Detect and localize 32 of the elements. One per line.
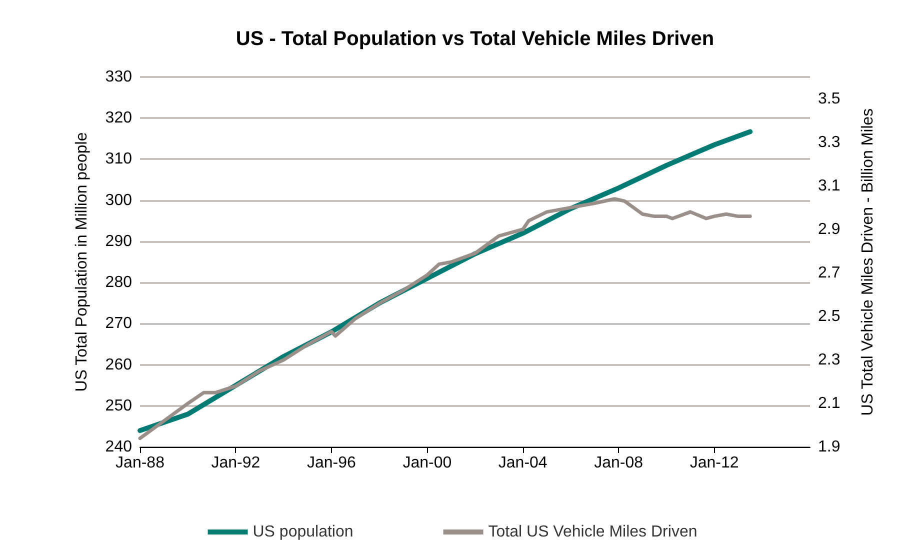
x-tick-label: Jan-96 (306, 454, 356, 472)
chart-title: US - Total Population vs Total Vehicle Miles Driven (236, 28, 714, 50)
y2-tick-label: 2.9 (818, 220, 840, 238)
x-tick-label: Jan-04 (498, 454, 548, 472)
y-axis-title: US Total Population in Million people (74, 132, 90, 392)
y-tick-label: 320 (105, 110, 132, 127)
y2-tick-label: 2.1 (818, 394, 840, 412)
y2-tick-label: 3.5 (818, 90, 840, 108)
x-tick-label: Jan-08 (594, 454, 644, 472)
y-tick-label: 300 (105, 192, 132, 209)
y2-tick-label: 1.9 (818, 438, 840, 456)
line-series (138, 197, 752, 440)
y-tick-label: 260 (105, 356, 132, 374)
x-tick-label: Jan-12 (690, 454, 739, 472)
y-tick-label: 280 (105, 274, 132, 292)
y2-tick-label: 2.5 (818, 308, 840, 325)
x-tick-label: Jan-00 (402, 454, 452, 472)
x-tick-label: Jan-92 (211, 454, 260, 472)
y2-tick-label: 2.3 (818, 351, 840, 368)
y-tick-label: 330 (105, 68, 132, 86)
y2-axis-title: US Total Vehicle Miles Driven - Billion Miles (860, 108, 876, 416)
y-tick-label: 240 (105, 438, 132, 456)
y2-tick-label: 3.1 (818, 177, 840, 194)
x-tick-label: Jan-88 (116, 454, 165, 472)
y-tick-label: 310 (105, 150, 132, 168)
y2-tick-label: 2.7 (818, 264, 840, 282)
y2-tick-label: 3.3 (818, 134, 840, 151)
y-tick-label: 270 (105, 315, 132, 332)
legend-label: US population (252, 524, 354, 540)
legend-label: Total US Vehicle Miles Driven (488, 524, 698, 540)
y-tick-label: 290 (105, 232, 132, 250)
y-tick-label: 250 (105, 397, 132, 414)
